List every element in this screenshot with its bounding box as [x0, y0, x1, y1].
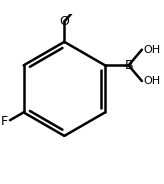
Text: OH: OH — [144, 76, 161, 86]
Text: B: B — [124, 59, 133, 72]
Text: F: F — [0, 115, 8, 128]
Text: O: O — [59, 15, 69, 28]
Text: OH: OH — [144, 45, 161, 55]
